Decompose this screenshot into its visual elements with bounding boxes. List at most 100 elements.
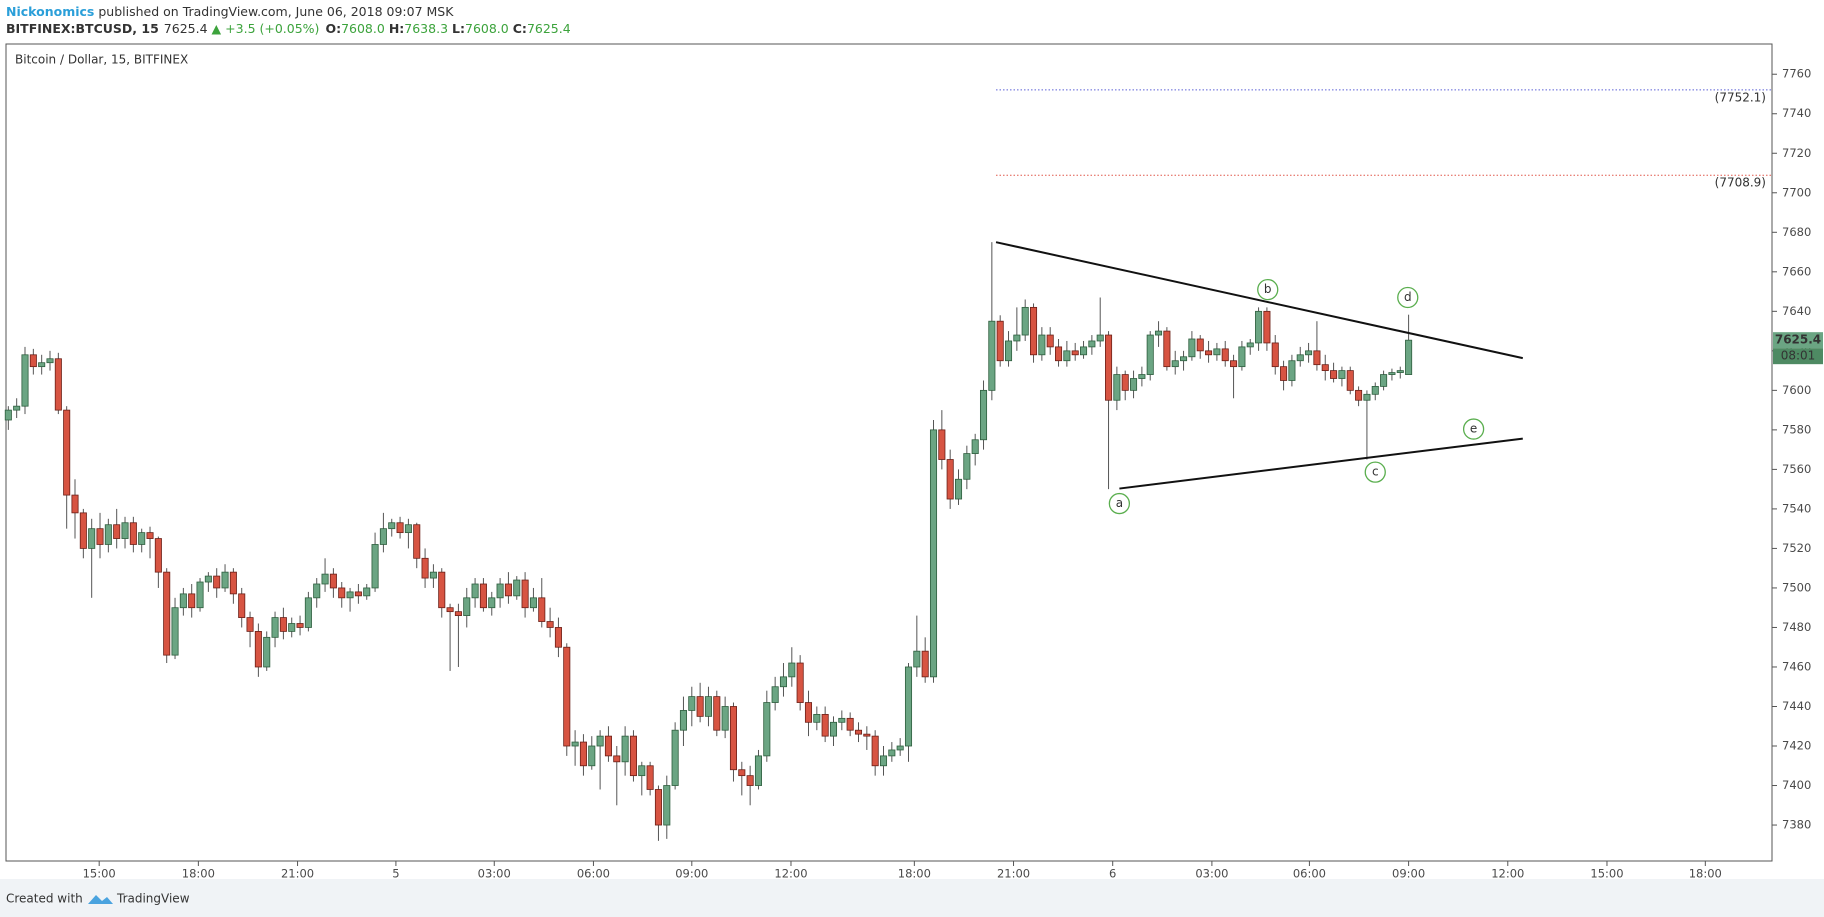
candle-body xyxy=(263,636,271,668)
candle-body xyxy=(1221,348,1229,362)
candle-body xyxy=(1188,338,1196,358)
candle-body xyxy=(1288,360,1296,381)
candle-body xyxy=(113,524,121,539)
candle-body xyxy=(754,755,763,786)
candle-body xyxy=(1063,350,1071,362)
quote-value: 7638.3 xyxy=(404,21,448,36)
candle-body xyxy=(879,755,888,767)
x-tick-label: 09:00 xyxy=(675,867,708,881)
candle-body xyxy=(1313,350,1321,366)
candle-body xyxy=(1096,334,1104,342)
y-tick-label: 7580 xyxy=(1782,422,1811,436)
x-tick-label: 21:00 xyxy=(997,867,1030,881)
candle-body xyxy=(488,597,496,609)
candle-body xyxy=(1071,350,1079,356)
author[interactable]: Nickonomics xyxy=(6,4,94,19)
candle-body xyxy=(179,593,187,609)
change-arrow: ▲ xyxy=(212,21,222,36)
candle-body xyxy=(138,532,146,545)
candle-body xyxy=(4,409,12,421)
quote-label: C: xyxy=(513,21,527,36)
candle-body xyxy=(1046,334,1054,348)
y-tick-label: 7700 xyxy=(1782,185,1811,199)
candle-body xyxy=(13,405,21,411)
candle-body xyxy=(271,617,279,638)
candle-body xyxy=(396,522,404,534)
y-tick-label: 7400 xyxy=(1782,778,1811,792)
candle-body xyxy=(204,575,212,583)
candle-body xyxy=(1213,348,1221,356)
candle-body xyxy=(496,583,504,599)
x-tick-label: 18:00 xyxy=(182,867,215,881)
y-tick-label: 7420 xyxy=(1782,739,1811,753)
candle-body xyxy=(779,676,788,688)
candle-body xyxy=(79,512,87,549)
candle-body xyxy=(921,650,929,678)
candle-body xyxy=(1180,356,1188,362)
y-tick-label: 7460 xyxy=(1782,659,1811,673)
candle-body xyxy=(1004,340,1013,362)
published: published on TradingView.com, June 06, 2… xyxy=(98,4,454,19)
candle-body xyxy=(1088,340,1096,348)
footer-brand[interactable]: TradingView xyxy=(116,892,190,906)
candle-body xyxy=(1355,389,1363,401)
candle-body xyxy=(629,735,637,777)
candle-body xyxy=(288,623,296,632)
candle-body xyxy=(1030,306,1038,356)
y-tick-label: 7380 xyxy=(1782,818,1811,832)
candle-body xyxy=(229,571,237,595)
quote-label: L: xyxy=(452,21,465,36)
wave-marker xyxy=(1462,418,1485,440)
candle-body xyxy=(1113,374,1121,401)
candle-body xyxy=(1121,374,1129,391)
quote-label: H: xyxy=(389,21,404,36)
quote-value: 7608.0 xyxy=(465,21,509,36)
chart-title: Bitcoin / Dollar, 15, BITFINEX xyxy=(15,53,188,67)
candle-body xyxy=(1013,334,1021,342)
price-level-label: (7752.1) xyxy=(1715,90,1766,104)
y-tick-label: 7740 xyxy=(1782,106,1811,120)
candle-body xyxy=(463,597,471,617)
candle-body xyxy=(1021,306,1029,336)
candle-body xyxy=(738,769,746,777)
candle-body xyxy=(363,587,371,597)
last-price: 7625.4 xyxy=(164,21,208,36)
candle-body xyxy=(388,522,396,530)
candle-body xyxy=(329,573,337,589)
candle-body xyxy=(613,755,621,763)
candle-body xyxy=(688,696,696,711)
candle-body xyxy=(729,706,737,771)
x-tick-label: 15:00 xyxy=(1590,867,1623,881)
y-tick-label: 7500 xyxy=(1782,580,1811,594)
candle-body xyxy=(854,729,863,735)
x-tick-label: 5 xyxy=(392,867,399,881)
quote-value: 7608.0 xyxy=(341,21,385,36)
candle-body xyxy=(871,735,879,767)
candle-body xyxy=(121,522,129,539)
candle-body xyxy=(313,583,321,599)
candle-body xyxy=(446,607,454,613)
candle-body xyxy=(546,621,554,628)
candle-body xyxy=(1171,360,1179,368)
candle-body xyxy=(1138,374,1146,379)
candle-body xyxy=(54,358,62,411)
candle-body xyxy=(646,765,654,790)
candle-body xyxy=(346,591,354,599)
candle-body xyxy=(838,717,846,723)
candle-body xyxy=(846,717,854,731)
candle-body xyxy=(371,544,379,589)
y-tick-label: 7760 xyxy=(1782,67,1811,81)
quote-label: O: xyxy=(325,21,341,36)
candle-body xyxy=(1263,310,1271,344)
trendline xyxy=(1119,437,1523,490)
candle-body xyxy=(988,320,996,391)
candle-body xyxy=(338,587,346,599)
candle-body xyxy=(513,579,521,597)
candle-body xyxy=(888,749,896,757)
candle-body xyxy=(413,524,421,559)
candle-body xyxy=(671,729,679,786)
symbol: BITFINEX:BTCUSD, 15 xyxy=(6,21,159,36)
candle-body xyxy=(529,597,537,609)
candle-body xyxy=(321,573,329,585)
candle-body xyxy=(171,607,179,656)
